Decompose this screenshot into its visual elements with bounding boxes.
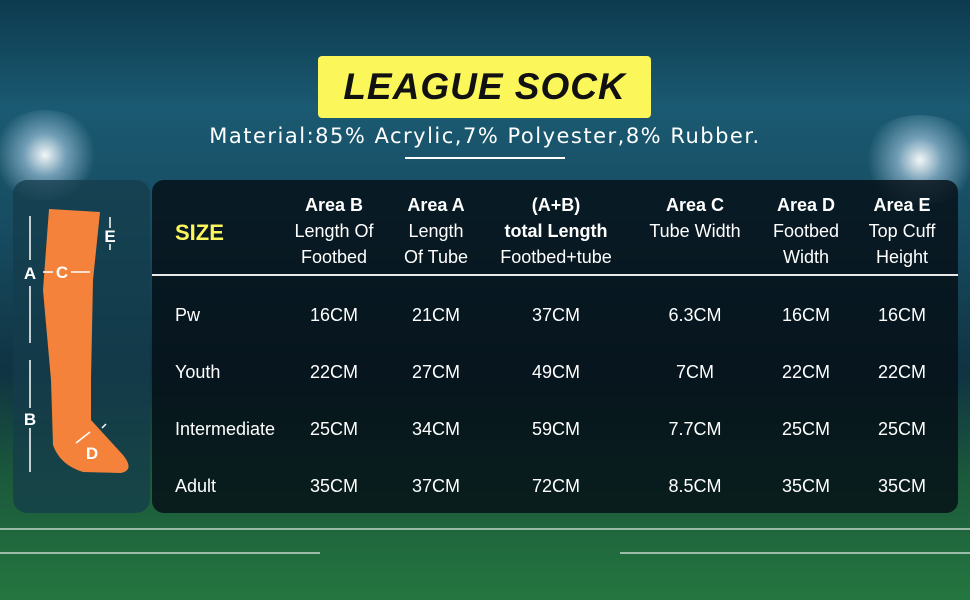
table-cell: 16CM (309, 305, 359, 325)
header-total: (A+B) total Length Footbed+tube (500, 192, 612, 270)
header-key: Area E (873, 195, 931, 215)
header-line: Length (408, 221, 464, 241)
table-cell: 25CM (877, 419, 927, 439)
size-label: Adult (175, 476, 217, 496)
table-cell: 37CM (531, 305, 581, 325)
header-key: total Length (504, 221, 608, 241)
table-cell: 25CM (781, 419, 831, 439)
header-key: Area A (407, 195, 465, 215)
header-line: Tube Width (649, 221, 741, 241)
label-b: B (24, 410, 36, 429)
size-chart-table (152, 180, 958, 513)
field-line (0, 528, 970, 530)
sock-diagram: A B C D E (24, 209, 129, 473)
table-cell: 34CM (411, 419, 461, 439)
header-line: Of Tube (403, 247, 469, 267)
table-cell: 16CM (877, 305, 927, 325)
label-e: E (104, 227, 115, 246)
header-key: Area D (776, 195, 836, 215)
header-line: Width (782, 247, 829, 267)
table-cell: 72CM (531, 476, 581, 496)
label-a: A (24, 264, 36, 283)
header-area-c: Area C Tube Width (649, 192, 740, 244)
label-c: C (56, 263, 68, 282)
table-cell: 27CM (411, 362, 461, 382)
table-cell: 7.7CM (668, 419, 722, 439)
header-line: Height (875, 247, 929, 267)
header-line: Top Cuff (868, 221, 936, 241)
table-cell: 49CM (531, 362, 581, 382)
header-key: Area C (665, 195, 725, 215)
table-cell: 7CM (675, 362, 715, 382)
sock-shape (43, 209, 129, 473)
header-line: Length Of (294, 221, 374, 241)
size-label: Youth (175, 362, 221, 382)
table-cell: 22CM (781, 362, 831, 382)
field-line (0, 552, 320, 554)
table-cell: 22CM (309, 362, 359, 382)
header-area-e: Area E Top Cuff Height (869, 192, 936, 270)
table-cell: 6.3CM (668, 305, 722, 325)
title-banner: LEAGUE SOCK (318, 56, 651, 118)
header-key: (A+B) (531, 195, 581, 215)
table-cell: 59CM (531, 419, 581, 439)
table-cell: 35CM (781, 476, 831, 496)
header-line: Footbed (300, 247, 368, 267)
size-label: Intermediate (175, 419, 276, 439)
size-header: SIZE (175, 220, 224, 245)
header-area-d: Area D Footbed Width (773, 192, 839, 270)
header-key: Area B (304, 195, 364, 215)
table-cell: 37CM (411, 476, 461, 496)
table-cell: 25CM (309, 419, 359, 439)
table-cell: 21CM (411, 305, 461, 325)
field-line (620, 552, 970, 554)
table-cell: 35CM (877, 476, 927, 496)
subtitle-underline (405, 157, 565, 159)
material-text: Material:85% Acrylic,7% Polyester,8% Rub… (209, 124, 761, 148)
size-label: Pw (175, 305, 201, 325)
table-cell: 8.5CM (668, 476, 722, 496)
sock-diagram-panel: A B C D E (13, 180, 150, 513)
table-cell: 22CM (877, 362, 927, 382)
header-area-b: Area B Length Of Footbed (294, 192, 373, 270)
label-d: D (86, 444, 98, 463)
header-line: Footbed (772, 221, 840, 241)
header-divider (152, 274, 958, 276)
table-cell: 16CM (781, 305, 831, 325)
header-line: Footbed+tube (500, 247, 612, 267)
table-cell: 35CM (309, 476, 359, 496)
page-title: LEAGUE SOCK (343, 66, 626, 107)
header-area-a: Area A Length Of Tube (404, 192, 468, 270)
